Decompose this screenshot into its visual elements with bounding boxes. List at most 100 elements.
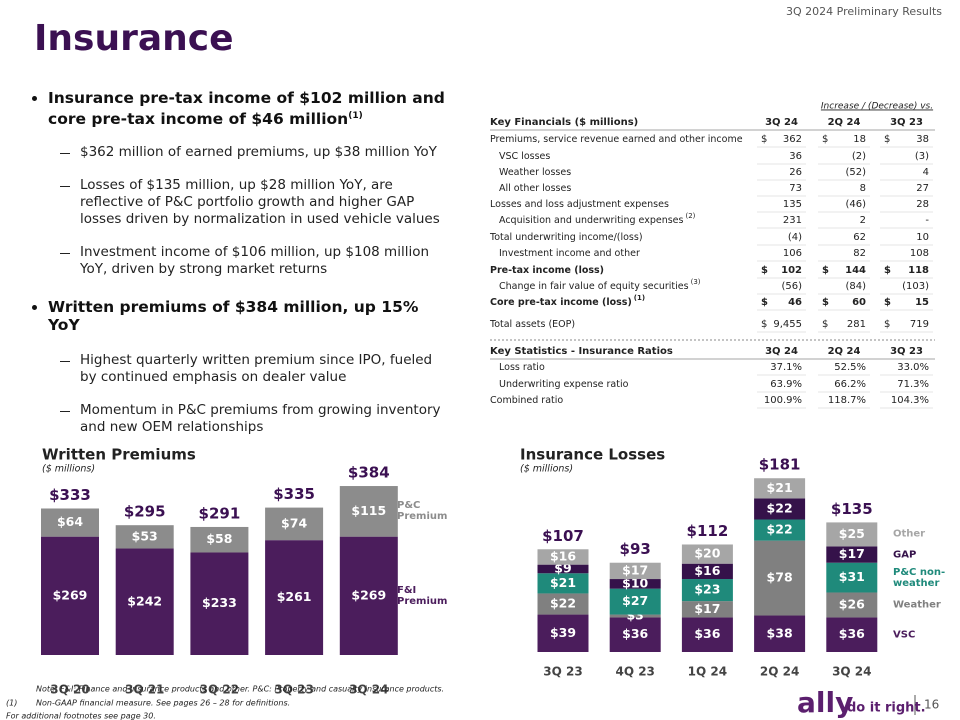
row-label: Combined ratio [490, 395, 563, 406]
bar-segment [681, 563, 733, 580]
sub-bullet: Highest quarterly written premium since … [30, 352, 452, 386]
column-header: 3Q 23 [890, 117, 923, 128]
table-cell: 26 [789, 167, 802, 178]
x-tick-label: 3Q 24 [832, 665, 871, 679]
sub-bullet-text: $362 million of earned premiums, up $38 … [80, 144, 437, 161]
table-cell: 100.9% [764, 395, 802, 406]
table-cell: 10 [916, 232, 929, 243]
value-label: $39 [550, 625, 576, 640]
table-cell: 73 [789, 183, 802, 194]
row-label: Change in fair value of equity securitie… [499, 278, 701, 292]
row-label: Total assets (EOP) [489, 319, 575, 330]
table-cell: (3) [915, 151, 929, 162]
x-tick-label: 3Q 21 [125, 683, 164, 697]
row-label-text: Premiums, service revenue earned and oth… [490, 134, 743, 145]
row-label-text: Change in fair value of equity securitie… [499, 281, 689, 292]
bar-segment [609, 617, 661, 652]
x-tick-label: 1Q 24 [688, 665, 727, 679]
total-label: $335 [273, 485, 315, 503]
row-label-text: Underwriting expense ratio [499, 379, 629, 390]
sub-bullet: Losses of $135 million, up $28 million Y… [30, 177, 452, 228]
bar-segment [537, 593, 589, 615]
sub-bullet: $362 million of earned premiums, up $38 … [30, 144, 452, 161]
bullet-dot [32, 96, 37, 101]
sub-bullet-text: Losses of $135 million, up $28 million Y… [80, 177, 440, 228]
footnote-ref: (1) [634, 294, 645, 302]
row-label: Underwriting expense ratio [499, 379, 629, 390]
table-cell: (52) [845, 167, 866, 178]
bar-segment [115, 525, 174, 549]
bar-segment [754, 519, 806, 541]
value-label: $17 [622, 562, 648, 577]
bullet-dot [32, 305, 37, 311]
total-label: $291 [199, 504, 241, 522]
bar-segment [681, 544, 733, 564]
bar-segment [826, 562, 878, 593]
total-label: $333 [49, 486, 91, 504]
value-label: $17 [839, 546, 865, 561]
sub-bullet: Investment income of $106 million, up $1… [30, 244, 452, 278]
row-label: Pre-tax income (loss) [490, 265, 604, 276]
deck-title: 3Q 2024 Preliminary Results [786, 5, 942, 18]
bullet: Written premiums of $384 million, up 15%… [30, 298, 452, 334]
table-cell: 108 [910, 248, 929, 259]
sub-bullet-dash [60, 186, 70, 188]
row-label: Investment income and other [499, 248, 640, 259]
row-label-text: VSC losses [499, 151, 550, 162]
bar-segment [41, 508, 99, 537]
table-cell: - [925, 215, 929, 226]
value-label: $269 [53, 587, 88, 602]
bullet-text: Insurance pre-tax income of $102 million… [48, 89, 445, 129]
table-cell: 36 [789, 151, 802, 162]
table-cell: 118.7% [828, 395, 866, 406]
legend-label: Weather [893, 599, 941, 611]
table-cell: 4 [923, 167, 929, 178]
bar-segment [681, 579, 733, 602]
total-label: $112 [687, 522, 729, 540]
value-label: $21 [550, 575, 576, 590]
table-cell: 28 [916, 199, 929, 210]
value-label: $115 [351, 503, 386, 518]
value-label: $27 [622, 593, 648, 608]
currency-sign: $ [761, 297, 768, 308]
currency-sign: $ [822, 319, 828, 330]
x-tick-label: 3Q 22 [200, 683, 239, 697]
table-cell: 362 [783, 134, 802, 145]
bullet-list: Insurance pre-tax income of $102 million… [30, 89, 452, 436]
x-tick-label: 3Q 23 [274, 683, 313, 697]
value-label: $16 [550, 548, 576, 563]
bar-segment [339, 536, 398, 655]
logo: ally [797, 686, 853, 719]
legend-label: GAP [893, 549, 917, 561]
table-cell: 18 [853, 134, 866, 145]
column-header: 2Q 24 [828, 346, 861, 357]
table-cell: (103) [902, 281, 929, 292]
value-label: $22 [767, 500, 793, 515]
bar-segment [537, 614, 589, 652]
value-label: $23 [694, 582, 720, 597]
bar-segment [609, 562, 661, 580]
currency-sign: $ [884, 265, 891, 276]
chart-subtitle: ($ millions) [42, 464, 95, 475]
bar-segment [754, 615, 806, 652]
value-label: $17 [694, 601, 720, 616]
value-label: $31 [839, 569, 865, 584]
bar-segment [609, 579, 661, 589]
legend-label: P&C non-weather [893, 566, 946, 589]
table-cell: 144 [845, 265, 866, 276]
row-label: VSC losses [499, 151, 550, 162]
bar-segment [826, 592, 878, 618]
total-label: $107 [542, 527, 584, 545]
table-cell: 38 [916, 134, 929, 145]
bar-segment [190, 552, 249, 655]
table-cell: 62 [853, 232, 866, 243]
sub-bullet-dash [60, 411, 70, 413]
table-cell: 15 [915, 297, 929, 308]
bar-segment [115, 548, 174, 655]
value-label: $36 [694, 626, 720, 641]
row-label: Weather losses [499, 167, 571, 178]
bar-segment [826, 617, 878, 652]
bar-segment [265, 540, 324, 655]
column-header: 2Q 24 [828, 117, 861, 128]
